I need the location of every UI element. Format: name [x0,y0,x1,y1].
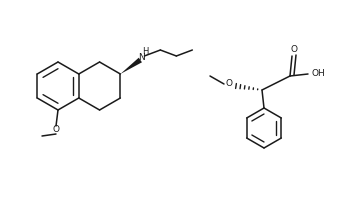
Text: O: O [225,80,233,89]
Text: H: H [142,48,149,56]
Text: N: N [138,52,145,62]
Text: O: O [52,126,60,134]
Text: OH: OH [311,69,325,77]
Polygon shape [120,58,142,74]
Text: O: O [290,46,298,54]
